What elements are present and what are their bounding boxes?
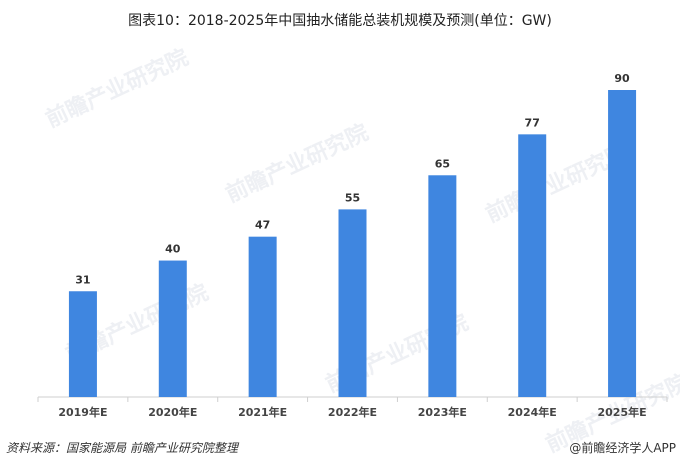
source-note: 资料来源：国家能源局 前瞻产业研究院整理 — [6, 441, 238, 455]
x-tick-label: 2021年E — [238, 405, 287, 419]
data-label: 90 — [614, 72, 630, 85]
data-label: 77 — [525, 116, 540, 129]
x-tick-label: 2020年E — [148, 405, 197, 419]
bar — [518, 134, 547, 397]
watermark: 前瞻产业研究院 — [42, 44, 193, 133]
bar — [248, 236, 277, 397]
x-tick-label: 2024年E — [508, 405, 557, 419]
data-label: 31 — [75, 273, 90, 286]
x-tick-label: 2019年E — [58, 405, 107, 419]
bar — [68, 291, 97, 397]
x-tick-label: 2023年E — [418, 405, 467, 419]
data-label: 47 — [255, 219, 270, 232]
chart-title: 图表10：2018-2025年中国抽水储能总装机规模及预测(单位：GW) — [128, 13, 552, 29]
data-label: 40 — [165, 243, 181, 256]
x-tick-label: 2025年E — [598, 405, 647, 419]
data-label: 55 — [345, 191, 360, 204]
credit-text: @前瞻经济学人APP — [569, 441, 676, 455]
data-label: 65 — [435, 157, 450, 170]
bar — [428, 175, 457, 397]
bar — [158, 260, 187, 397]
bar — [608, 90, 637, 397]
bar — [338, 209, 367, 397]
x-tick-label: 2022年E — [328, 405, 377, 419]
